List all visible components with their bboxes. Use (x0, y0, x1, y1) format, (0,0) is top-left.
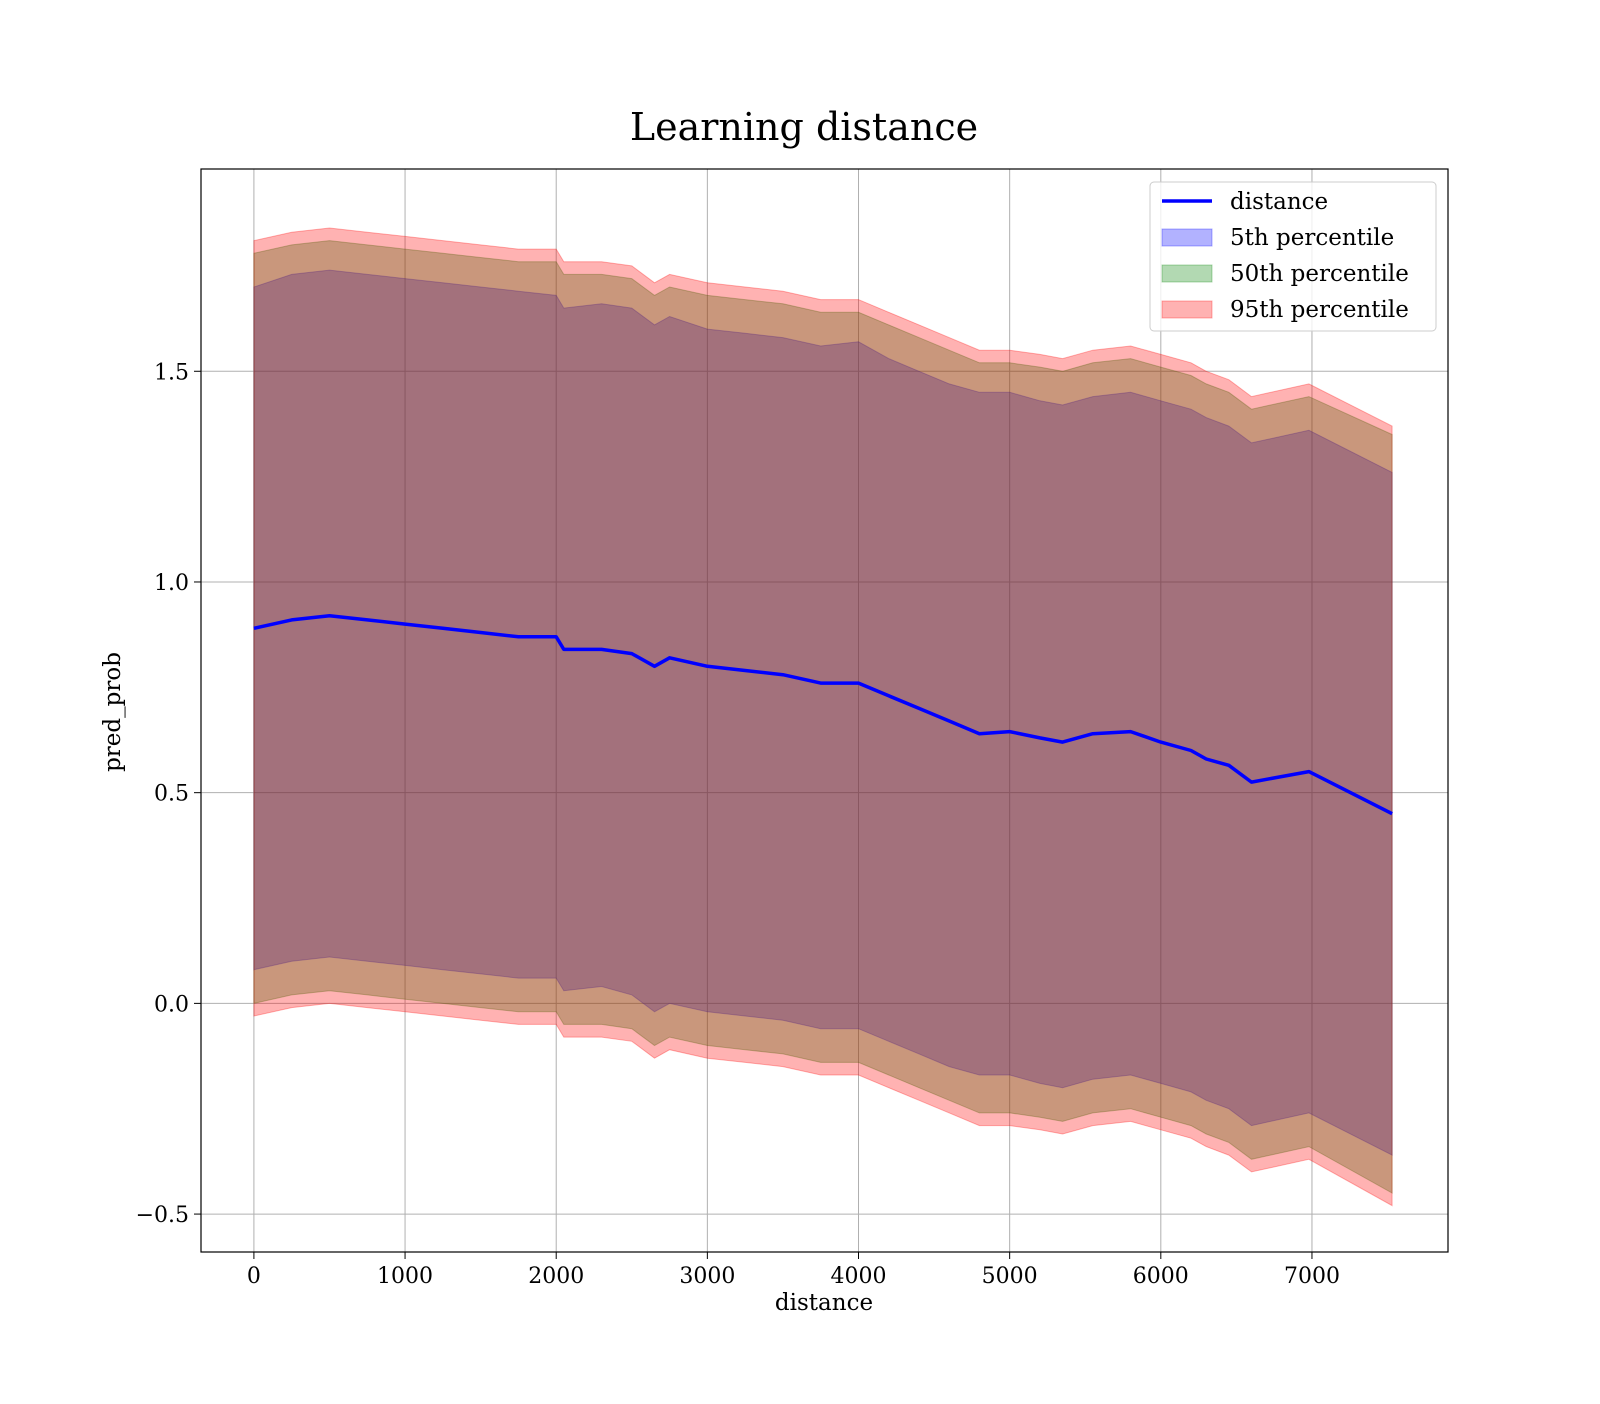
band-50th-percentile (253, 240, 1393, 1194)
y-tick-label: 0.5 (154, 782, 189, 807)
legend-swatch-50th-percentile (1161, 264, 1213, 283)
legend-box (1149, 181, 1437, 332)
legend-label-distance: distance (1230, 189, 1328, 215)
y-tick-label: 1.0 (154, 571, 189, 596)
plot-area: 0 1000 2000 3000 4000 5000 6000 7000 −0.5 0.0 0.5 1… (136, 168, 1449, 1289)
legend-label-95th-percentile: 95th percentile (1230, 297, 1409, 323)
plot-frame (200, 168, 1449, 1253)
x-tick-label: 0 (247, 1264, 261, 1289)
band-5th-percentile (253, 269, 1393, 1156)
x-tick-label: 6000 (1133, 1264, 1189, 1289)
legend-label-5th-percentile: 5th percentile (1230, 225, 1394, 251)
series-line-distance (253, 613, 1393, 816)
y-tick-label: −0.5 (136, 1203, 189, 1228)
x-tick-label: 1000 (377, 1264, 433, 1289)
legend-swatch-95th-percentile (1161, 300, 1213, 319)
y-tick-label: 0.0 (154, 992, 189, 1017)
x-tick-label: 5000 (982, 1264, 1038, 1289)
x-tick-label: 4000 (831, 1264, 887, 1289)
x-tick-label: 2000 (528, 1264, 584, 1289)
y-axis-label: pred_prob (100, 652, 126, 772)
x-tick-label: 7000 (1284, 1264, 1340, 1289)
x-tick-label: 3000 (679, 1264, 735, 1289)
y-tick-label: 1.5 (154, 360, 189, 385)
band-95th-percentile (253, 227, 1393, 1207)
legend-swatch-5th-percentile (1161, 228, 1213, 247)
legend-label-50th-percentile: 50th percentile (1230, 261, 1409, 287)
legend: distance 5th percentile 50th percentile 95t… (1149, 181, 1437, 332)
x-axis-label: distance (775, 1290, 873, 1316)
chart-title: Learning distance (630, 105, 978, 149)
